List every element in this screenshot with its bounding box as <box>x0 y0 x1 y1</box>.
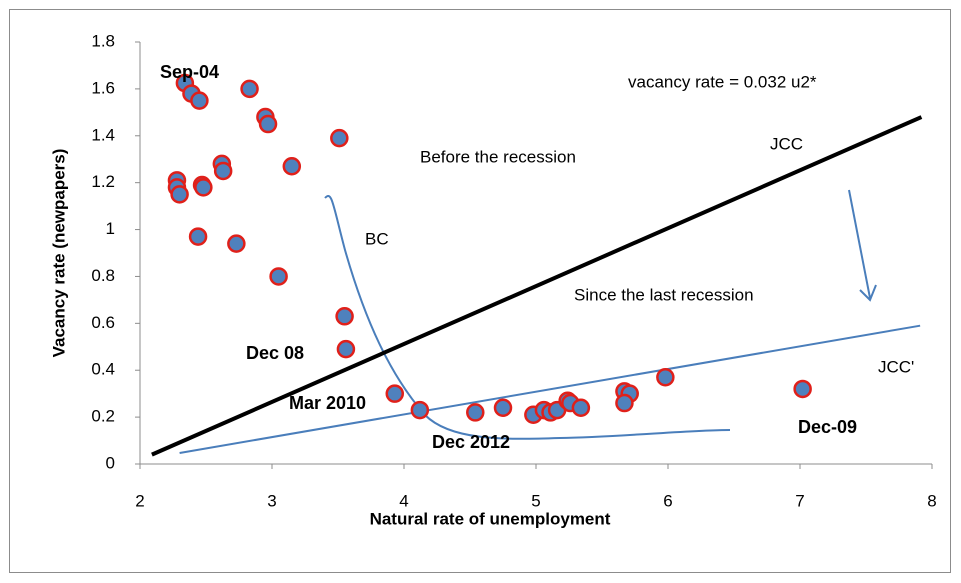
y-axis-label: Vacancy rate (newpapers) <box>49 149 68 358</box>
x-tick-label: 6 <box>663 491 672 510</box>
y-tick-label: 0.8 <box>91 266 115 285</box>
chart-border <box>9 9 951 573</box>
line <box>179 324 921 454</box>
point <box>571 398 591 417</box>
annotation: BC <box>365 229 389 248</box>
y-tick-label: 1.6 <box>91 78 115 97</box>
y-tick-label: 0 <box>106 453 115 472</box>
annotation: Mar 2010 <box>289 393 366 413</box>
point <box>188 227 208 246</box>
point <box>330 128 349 148</box>
x-tick-label: 2 <box>135 491 144 510</box>
point <box>258 114 278 134</box>
point <box>466 403 485 422</box>
point <box>190 91 209 110</box>
annotation: Sep-04 <box>160 62 219 82</box>
point <box>170 185 189 204</box>
x-tick-label: 5 <box>531 491 540 510</box>
x-tick-label: 7 <box>795 491 804 510</box>
point <box>336 339 356 359</box>
point <box>656 368 675 387</box>
line <box>151 115 923 457</box>
arrow <box>848 189 877 302</box>
annotation: vacancy rate = 0.032 u2* <box>628 72 817 91</box>
annotation: Dec-09 <box>798 417 857 437</box>
point <box>194 178 213 197</box>
point <box>240 79 259 99</box>
y-tick-label: 1 <box>106 219 115 238</box>
point <box>410 400 430 420</box>
annotation: Dec 08 <box>246 343 304 363</box>
y-tick-label: 1.8 <box>91 31 115 50</box>
x-axis-label: Natural rate of unemployment <box>370 509 611 528</box>
point <box>793 379 812 399</box>
bc-curve <box>324 195 731 440</box>
y-tick-label: 0.6 <box>91 313 115 332</box>
point <box>227 234 246 253</box>
x-tick-label: 4 <box>399 491 408 510</box>
point <box>615 393 634 413</box>
point <box>493 398 513 417</box>
annotation: JCC' <box>878 357 914 376</box>
point <box>269 267 288 286</box>
point <box>385 384 405 403</box>
point <box>282 157 302 176</box>
annotation: JCC <box>770 134 803 153</box>
annotation: Since the last recession <box>574 285 754 304</box>
y-tick-label: 0.2 <box>91 407 115 426</box>
y-tick-label: 1.2 <box>91 172 115 191</box>
annotation: Dec 2012 <box>432 432 510 452</box>
x-tick-label: 3 <box>267 491 276 510</box>
point <box>335 307 354 326</box>
y-tick-label: 1.4 <box>91 125 115 144</box>
point <box>213 161 233 181</box>
annotation: Before the recession <box>420 147 576 166</box>
x-tick-label: 8 <box>927 491 936 510</box>
y-tick-label: 0.4 <box>91 360 115 379</box>
